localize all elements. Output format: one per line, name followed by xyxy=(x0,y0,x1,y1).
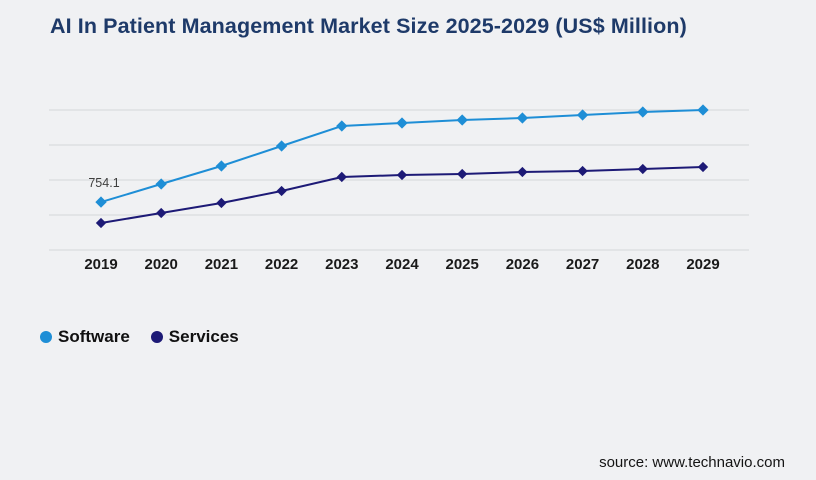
data-point-marker-services[interactable] xyxy=(457,168,468,180)
data-point-marker-software[interactable] xyxy=(576,109,589,121)
x-tick-label: 2021 xyxy=(205,256,238,273)
x-tick-label: 2022 xyxy=(265,256,298,273)
x-tick-label: 2025 xyxy=(446,256,479,273)
data-point-marker-services[interactable] xyxy=(95,217,107,229)
legend-label-services: Services xyxy=(168,327,239,346)
data-point-marker-services[interactable] xyxy=(697,161,709,173)
source-credit: source: www.technavio.com xyxy=(599,454,785,471)
x-tick-label: 2020 xyxy=(145,256,178,273)
data-point-marker-services[interactable] xyxy=(336,171,347,183)
data-point-marker-services[interactable] xyxy=(577,165,588,177)
data-point-marker-services[interactable] xyxy=(396,169,408,181)
x-tick-label: 2024 xyxy=(385,256,419,273)
chart-legend: Software Services xyxy=(40,327,239,347)
data-point-marker-software[interactable] xyxy=(95,196,107,208)
data-point-marker-software[interactable] xyxy=(637,106,649,118)
data-point-marker-software[interactable] xyxy=(456,114,468,126)
line-chart: 2019 2020 2021 2022 2023 2024 2025 2026 2027 2028… xyxy=(49,104,749,273)
data-point-marker-services[interactable] xyxy=(216,197,227,209)
data-point-marker-services[interactable] xyxy=(276,185,287,197)
data-point-marker-services[interactable] xyxy=(517,166,528,178)
data-point-marker-software[interactable] xyxy=(697,104,709,116)
software-legend-dot-icon xyxy=(40,331,52,343)
data-point-marker-software[interactable] xyxy=(155,178,167,190)
data-point-marker-software[interactable] xyxy=(396,117,408,129)
data-point-marker-software[interactable] xyxy=(215,160,228,172)
x-tick-label: 2029 xyxy=(686,256,719,273)
data-point-marker-services[interactable] xyxy=(156,207,167,219)
x-tick-label: 2027 xyxy=(566,256,599,273)
chart-title: AI In Patient Management Market Size 202… xyxy=(50,14,687,38)
x-tick-label: 2026 xyxy=(506,256,539,273)
data-point-marker-software[interactable] xyxy=(516,112,529,124)
services-legend-dot-icon xyxy=(150,331,163,343)
legend-label-software: Software xyxy=(58,327,130,346)
legend-item-services[interactable]: Services xyxy=(150,327,239,347)
x-tick-label: 2023 xyxy=(325,256,358,273)
data-point-marker-software[interactable] xyxy=(336,120,348,132)
data-point-marker-software[interactable] xyxy=(275,140,288,152)
x-tick-label: 2019 xyxy=(84,256,117,273)
legend-item-software[interactable]: Software xyxy=(40,327,130,347)
x-tick-label: 2028 xyxy=(626,256,659,273)
data-point-label: 754.1 xyxy=(88,176,119,190)
data-point-marker-services[interactable] xyxy=(637,163,648,175)
